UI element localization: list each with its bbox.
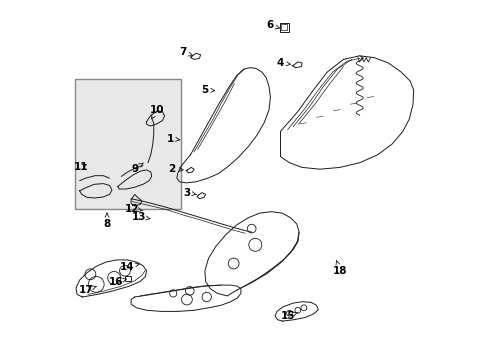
Text: 18: 18 (332, 260, 346, 276)
Text: 2: 2 (168, 164, 183, 174)
Text: 6: 6 (265, 20, 279, 30)
Text: 1: 1 (167, 134, 180, 144)
Text: 8: 8 (103, 213, 110, 229)
Text: 11: 11 (73, 162, 88, 172)
Bar (281, 24, 287, 30)
Text: 7: 7 (179, 47, 192, 57)
Text: 9: 9 (131, 163, 143, 174)
Text: 10: 10 (150, 105, 164, 119)
Text: 15: 15 (280, 311, 297, 321)
Bar (279, 23, 288, 32)
Text: 4: 4 (276, 58, 290, 68)
Text: 12: 12 (124, 204, 142, 214)
Text: 13: 13 (132, 212, 150, 222)
Text: 17: 17 (79, 285, 96, 295)
Text: 16: 16 (108, 276, 126, 287)
Bar (125, 276, 130, 281)
Text: 3: 3 (183, 188, 196, 198)
Bar (75, 79, 181, 209)
Text: 14: 14 (120, 262, 139, 272)
Text: 5: 5 (201, 85, 214, 95)
